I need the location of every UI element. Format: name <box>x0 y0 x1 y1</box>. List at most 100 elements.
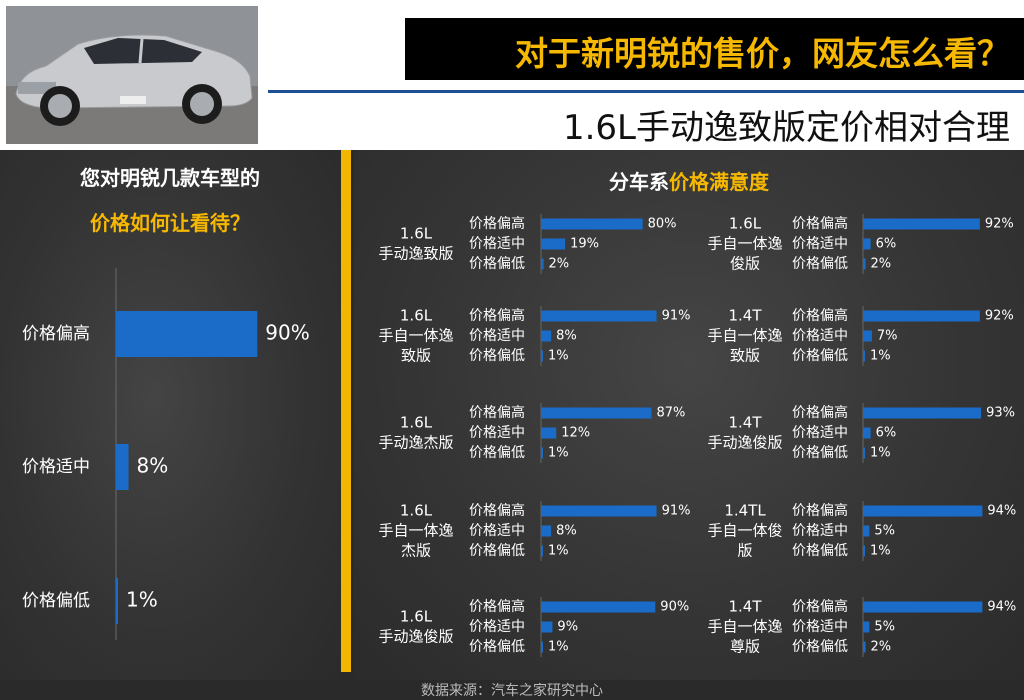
left-category-label: 价格偏高 <box>22 324 90 344</box>
series-category-label: 价格适中 <box>469 523 525 539</box>
series-name-label: 1.4T <box>728 414 762 432</box>
left-question-line2: 价格如何让看待？ <box>90 211 250 235</box>
series-name-label: 1.4T <box>728 598 762 616</box>
series-bar <box>541 258 544 270</box>
series-value-label: 2% <box>549 257 570 272</box>
series-value-label: 1% <box>548 446 569 461</box>
header-rule <box>268 90 1024 93</box>
series-category-label: 价格适中 <box>792 619 848 635</box>
series-category-label: 价格偏低 <box>469 256 525 272</box>
series-bar <box>541 330 552 342</box>
divider <box>341 150 351 672</box>
series-bar <box>541 427 557 439</box>
series-bar <box>541 621 553 633</box>
series-bar <box>541 407 652 419</box>
series-value-label: 92% <box>985 217 1014 232</box>
series-value-label: 5% <box>874 620 895 635</box>
series-name-label: 1.6L <box>400 608 433 626</box>
series-bar <box>863 621 870 633</box>
series-category-label: 价格偏高 <box>469 215 525 232</box>
series-name-label: 手动逸致版 <box>378 245 453 263</box>
header: 对于新明锐的售价，网友怎么看？ 1.6L手动逸致版定价相对合理 <box>0 0 1024 150</box>
series-bar <box>863 601 983 613</box>
series-category-label: 价格偏高 <box>792 215 848 232</box>
series-value-label: 87% <box>656 406 685 421</box>
series-name-label: 杰版 <box>401 542 431 560</box>
series-name-label: 1.6L <box>400 414 433 432</box>
series-category-label: 价格偏低 <box>792 543 848 559</box>
series-category-label: 价格适中 <box>469 328 525 344</box>
series-value-label: 1% <box>548 640 569 655</box>
series-category-label: 价格适中 <box>792 236 848 252</box>
series-category-label: 价格偏低 <box>792 445 848 461</box>
series-value-label: 91% <box>662 504 691 519</box>
series-category-label: 价格偏低 <box>469 639 525 655</box>
series-bar <box>541 238 566 250</box>
series-category-label: 价格偏高 <box>469 307 525 324</box>
series-name-label: 手动逸俊版 <box>707 434 782 452</box>
series-value-label: 6% <box>876 237 897 252</box>
series-category-label: 价格偏低 <box>469 348 525 364</box>
series-value-label: 5% <box>874 524 895 539</box>
right-title-prefix: 分车系 <box>609 170 669 194</box>
series-value-label: 93% <box>986 406 1015 421</box>
series-bar <box>541 218 643 230</box>
series-value-label: 92% <box>985 309 1014 324</box>
series-value-label: 6% <box>876 426 897 441</box>
left-value-label: 8% <box>137 454 169 478</box>
series-value-label: 2% <box>871 257 892 272</box>
series-value-label: 8% <box>556 329 577 344</box>
series-category-label: 价格偏高 <box>469 502 525 519</box>
series-bar <box>541 545 543 557</box>
series-category-label: 价格偏低 <box>469 543 525 559</box>
series-category-label: 价格偏高 <box>792 502 848 519</box>
series-bar <box>541 601 656 613</box>
series-bar <box>863 641 866 653</box>
series-bar <box>863 447 865 459</box>
left-bar <box>116 444 129 490</box>
series-value-label: 8% <box>556 524 577 539</box>
series-value-label: 1% <box>548 349 569 364</box>
series-bar <box>863 218 980 230</box>
series-name-label: 手动逸杰版 <box>378 434 453 452</box>
left-value-label: 1% <box>126 588 158 612</box>
series-category-label: 价格偏高 <box>469 404 525 421</box>
series-name-label: 手自一体俊 <box>707 522 782 540</box>
series-value-label: 80% <box>648 217 677 232</box>
series-value-label: 91% <box>662 309 691 324</box>
series-bar <box>863 427 871 439</box>
series-name-label: 1.4TL <box>724 502 766 520</box>
series-bar <box>863 310 980 322</box>
series-bar <box>541 525 552 537</box>
series-name-label: 俊版 <box>730 255 760 273</box>
series-value-label: 19% <box>570 237 599 252</box>
series-bar <box>863 258 866 270</box>
series-category-label: 价格适中 <box>792 328 848 344</box>
series-category-label: 价格偏低 <box>469 445 525 461</box>
left-category-label: 价格偏低 <box>22 591 90 611</box>
series-category-label: 价格偏低 <box>792 639 848 655</box>
left-question-line1: 您对明锐几款车型的 <box>80 166 260 190</box>
series-name-label: 致版 <box>401 347 431 365</box>
left-category-label: 价格适中 <box>22 457 90 477</box>
series-value-label: 94% <box>987 504 1016 519</box>
series-category-label: 价格偏高 <box>469 598 525 615</box>
series-value-label: 94% <box>987 600 1016 615</box>
series-category-label: 价格偏低 <box>792 348 848 364</box>
series-category-label: 价格适中 <box>469 619 525 635</box>
series-bar <box>863 330 872 342</box>
right-panel-title: 分车系价格满意度 <box>354 166 1024 195</box>
series-name-label: 1.6L <box>400 225 433 243</box>
series-bar <box>863 350 865 362</box>
series-value-label: 1% <box>870 349 891 364</box>
series-bar <box>541 350 543 362</box>
series-name-label: 尊版 <box>730 638 760 656</box>
series-bar <box>541 641 543 653</box>
main-title: 对于新明锐的售价，网友怎么看？ <box>515 34 1010 73</box>
car-photo <box>6 6 258 144</box>
series-name-label: 1.4T <box>728 307 762 325</box>
car-image <box>6 6 258 144</box>
series-category-label: 价格适中 <box>792 523 848 539</box>
title-bar: 对于新明锐的售价，网友怎么看？ <box>405 18 1024 80</box>
